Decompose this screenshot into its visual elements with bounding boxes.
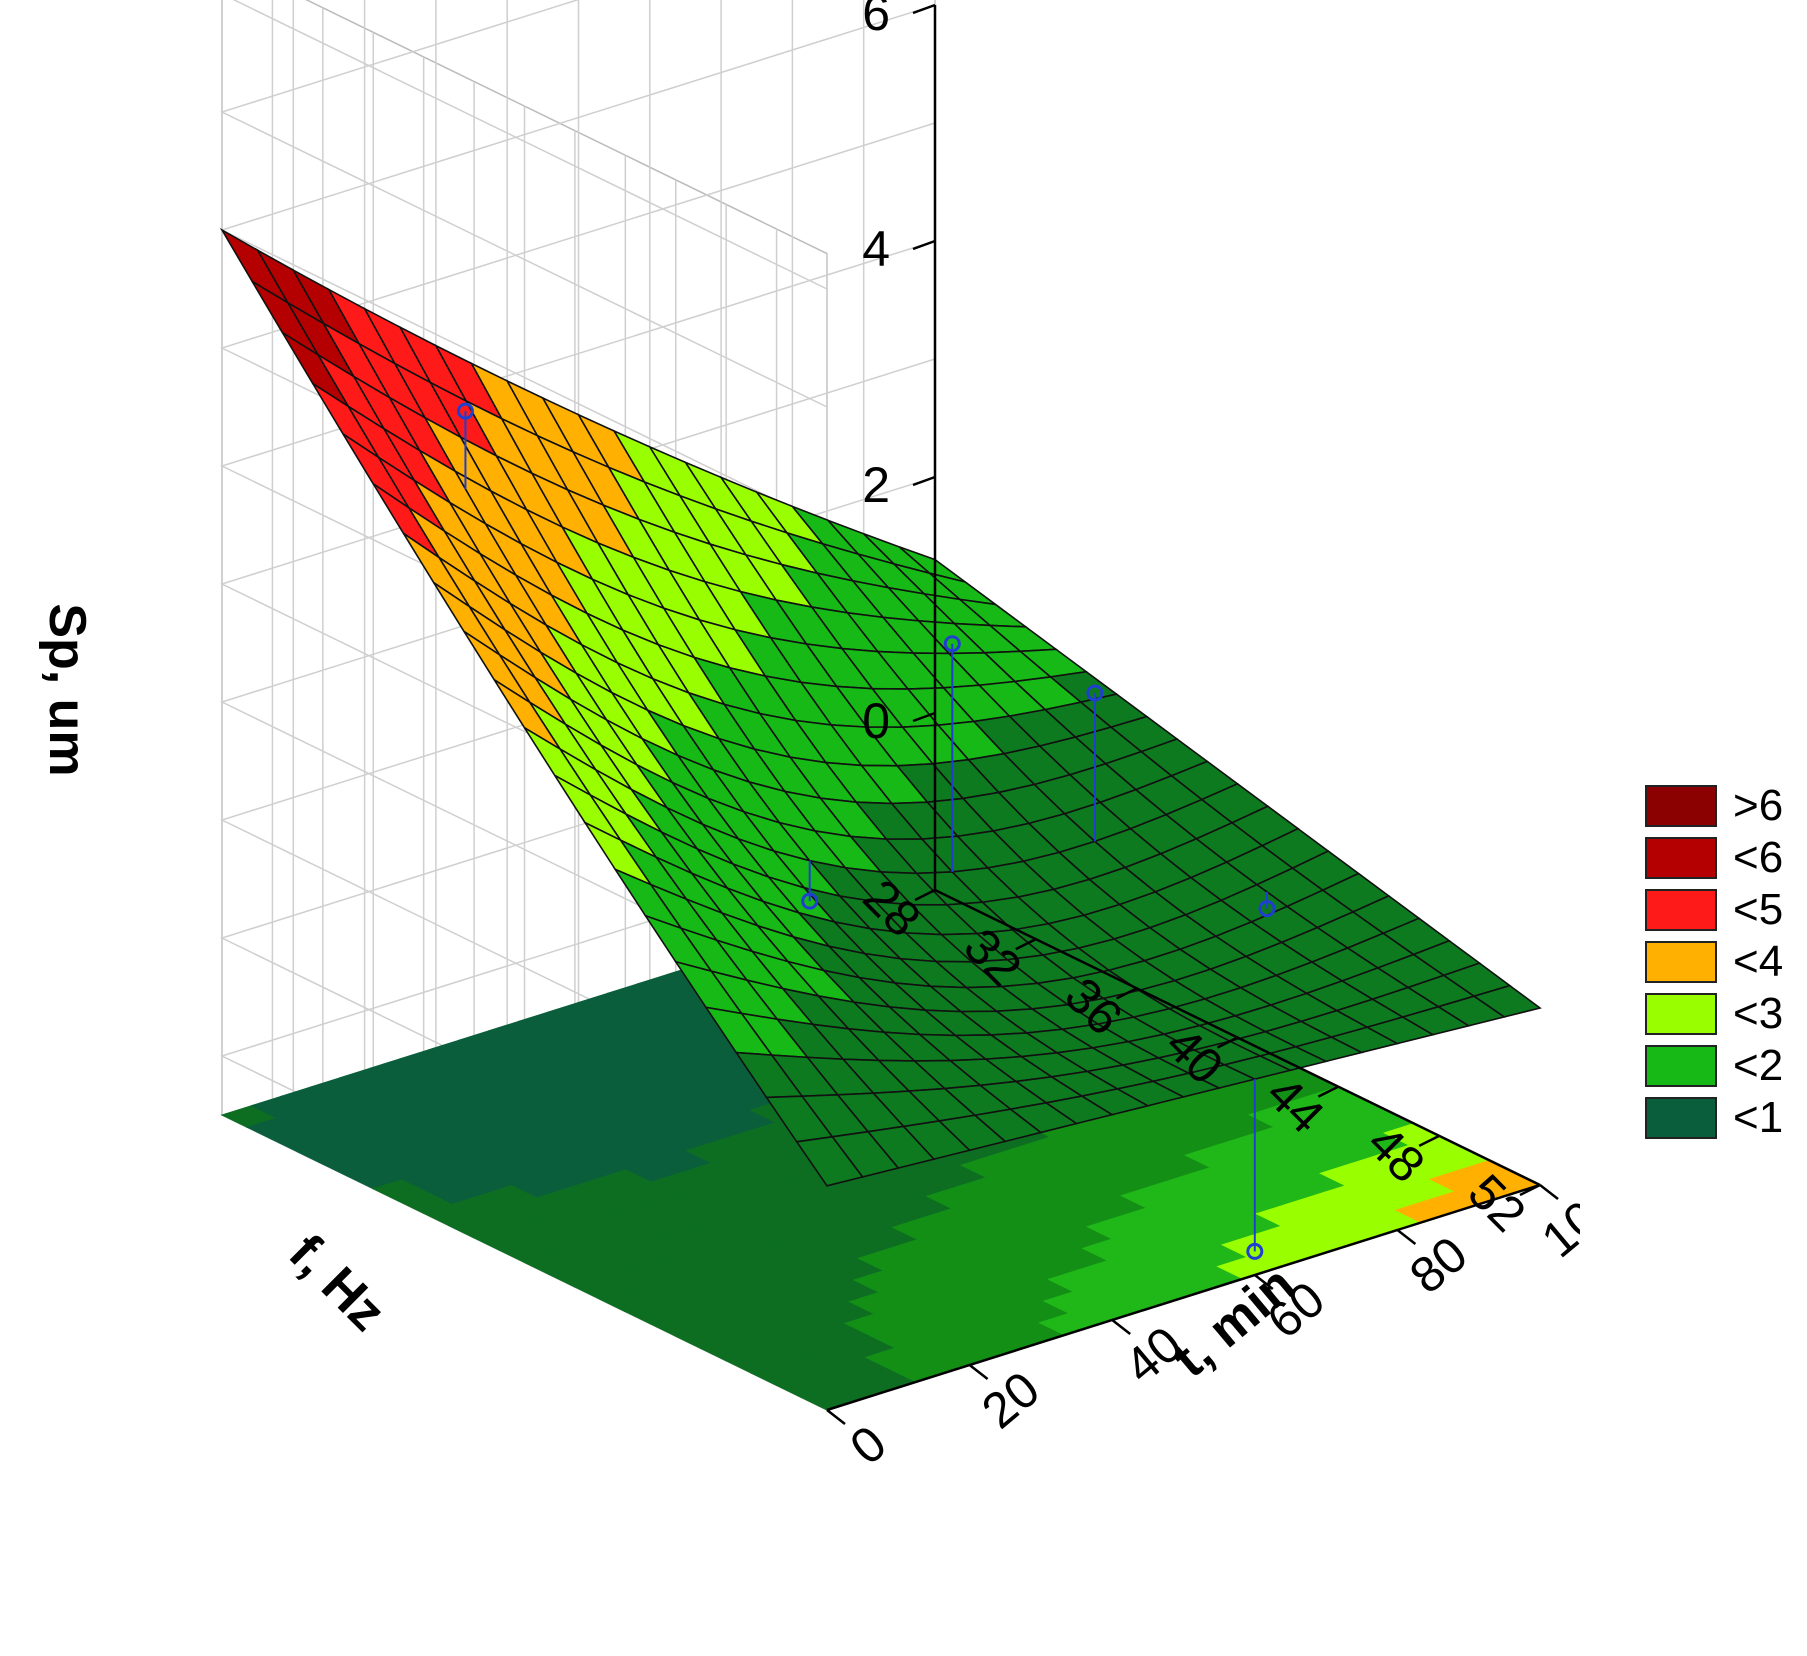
legend-item: <5 [1645, 884, 1795, 936]
x-tick [1116, 987, 1138, 1000]
legend-swatch [1645, 1097, 1717, 1139]
data-point [1086, 684, 1104, 702]
legend-item: <1 [1645, 1092, 1795, 1144]
legend-label: >6 [1733, 781, 1784, 830]
y-tick [968, 1364, 989, 1380]
legend-swatch [1645, 993, 1717, 1035]
y-axis [826, 1183, 1541, 1412]
legend-swatch [1645, 785, 1717, 827]
legend-item: <3 [1645, 988, 1795, 1040]
y-tick-label: 80 [1399, 1226, 1478, 1305]
z-axis-title: Sp, um [38, 603, 96, 776]
x-axis-title: f, Hz [278, 1224, 397, 1343]
data-point [943, 635, 961, 653]
data-point [1258, 900, 1276, 918]
legend-label: <6 [1733, 833, 1784, 882]
z-tick-label: 0 [862, 693, 890, 749]
legend-item: >6 [1645, 780, 1795, 832]
y-tick [1396, 1229, 1417, 1245]
x-tick [1015, 938, 1037, 951]
y-tick [1539, 1184, 1559, 1200]
legend-swatch [1645, 889, 1717, 931]
data-point [801, 892, 819, 910]
surface-cell [1472, 984, 1542, 1018]
x-tick [1216, 1036, 1239, 1049]
z-tick [912, 475, 936, 487]
z-tick-label: 6 [862, 0, 890, 41]
data-point [1246, 1242, 1264, 1260]
z-tick-label: 4 [862, 221, 890, 277]
legend-item: <2 [1645, 1040, 1795, 1092]
legend-swatch [1645, 941, 1717, 983]
z-tick [912, 711, 936, 723]
y-tick-label: 20 [971, 1361, 1050, 1440]
x-tick [1418, 1134, 1440, 1147]
legend-label: <3 [1733, 989, 1784, 1038]
data-points [456, 402, 1276, 1260]
grid-line [219, 0, 828, 408]
legend-swatch [1645, 1045, 1717, 1087]
legend-swatch [1645, 837, 1717, 879]
legend-label: <1 [1733, 1093, 1784, 1142]
y-tick [826, 1409, 846, 1425]
z-tick-label: 2 [862, 457, 890, 513]
z-tick [912, 239, 936, 251]
legend-label: <4 [1733, 937, 1784, 986]
y-tick [1254, 1274, 1274, 1290]
response-surface [219, 227, 1542, 1187]
legend-label: <2 [1733, 1041, 1784, 1090]
x-tick [914, 888, 936, 902]
y-tick-label: 0 [839, 1415, 896, 1476]
legend-label: <5 [1733, 885, 1784, 934]
z-tick [912, 3, 936, 15]
legend: >6 <6 <5 <4 <3 <2 <1 [1645, 780, 1795, 1144]
x-tick [1519, 1183, 1541, 1197]
data-point [456, 402, 474, 420]
legend-item: <4 [1645, 936, 1795, 988]
legend-item: <6 [1645, 832, 1795, 884]
y-tick [1111, 1319, 1131, 1335]
grid-line [232, 0, 828, 290]
x-tick [1317, 1085, 1339, 1098]
